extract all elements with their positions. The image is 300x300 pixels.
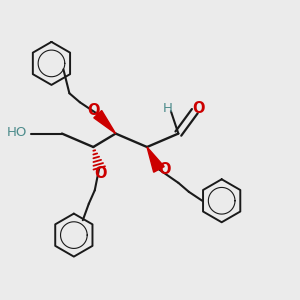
Text: O: O	[94, 166, 107, 181]
Text: O: O	[88, 103, 100, 118]
Polygon shape	[147, 147, 164, 172]
Text: O: O	[192, 101, 205, 116]
Polygon shape	[94, 110, 116, 134]
Text: HO: HO	[7, 126, 28, 139]
Text: H: H	[163, 102, 173, 115]
Text: O: O	[158, 162, 171, 177]
